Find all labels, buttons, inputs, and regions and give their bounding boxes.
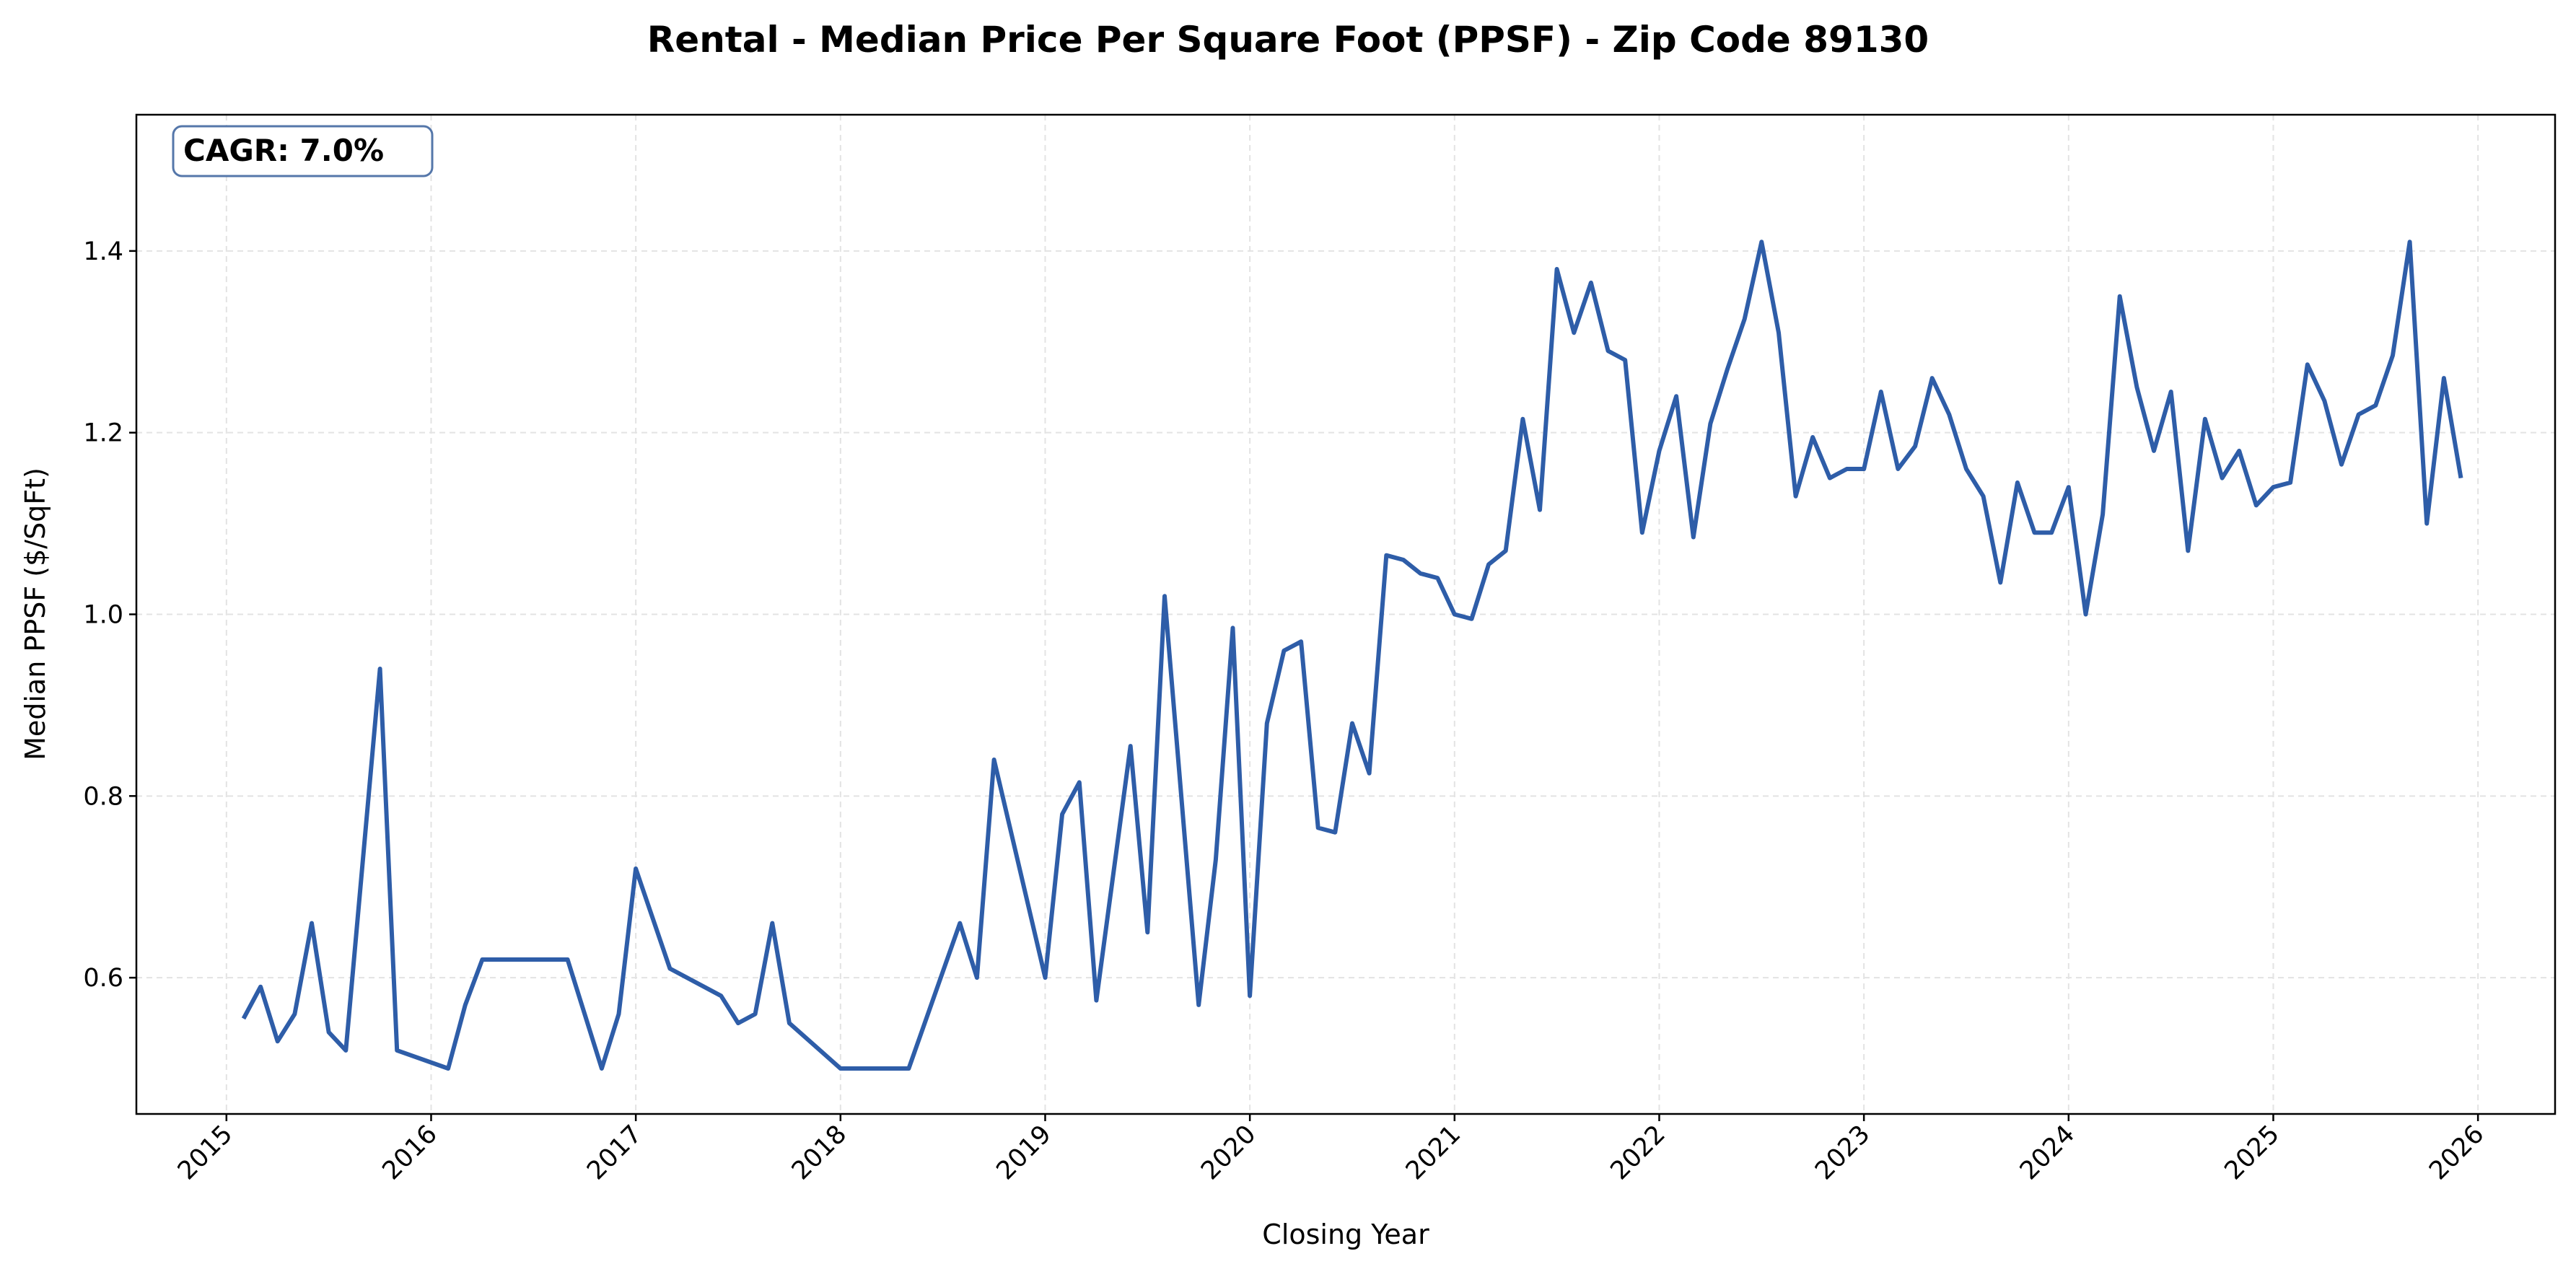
plot-frame xyxy=(135,113,2557,1115)
y-tick-label: 1.2 xyxy=(83,419,123,448)
x-axis-label: Closing Year xyxy=(1262,1219,1429,1250)
x-tick-label: 2016 xyxy=(377,1120,443,1185)
x-tick-label: 2024 xyxy=(2015,1120,2080,1185)
x-tick-label: 2019 xyxy=(991,1120,1057,1185)
x-tick-label: 2021 xyxy=(1401,1120,1466,1185)
cagr-label: CAGR: 7.0% xyxy=(183,133,384,168)
x-tick-label: 2026 xyxy=(2424,1120,2489,1185)
x-tick-label: 2017 xyxy=(582,1120,647,1185)
y-tick-label: 1.4 xyxy=(83,237,123,266)
x-tick-label: 2020 xyxy=(1196,1120,1261,1185)
y-axis-label: Median PPSF ($/SqFt) xyxy=(19,468,51,760)
series xyxy=(241,240,2463,1071)
x-tick-label: 2022 xyxy=(1605,1120,1671,1185)
x-tick-label: 2025 xyxy=(2220,1120,2285,1185)
axis-ticks: 0.6 0.8 1.0 1.2 1.4 2015 2016 2017 2018 2019 2020 2… xyxy=(83,237,2489,1185)
y-tick-label: 0.6 xyxy=(83,964,123,993)
x-tick-label: 2023 xyxy=(1810,1120,1875,1185)
x-tick-label: 2015 xyxy=(172,1120,238,1185)
cagr-annotation: CAGR: 7.0% xyxy=(172,125,434,177)
x-tick-label: 2018 xyxy=(787,1120,852,1185)
grid xyxy=(136,115,2555,1114)
chart-title: Rental - Median Price Per Square Foot (P… xyxy=(647,19,1929,61)
cagr-box xyxy=(172,125,434,177)
y-tick-label: 0.8 xyxy=(83,782,123,811)
series-line xyxy=(241,240,2463,1071)
y-tick-label: 1.0 xyxy=(83,601,123,630)
